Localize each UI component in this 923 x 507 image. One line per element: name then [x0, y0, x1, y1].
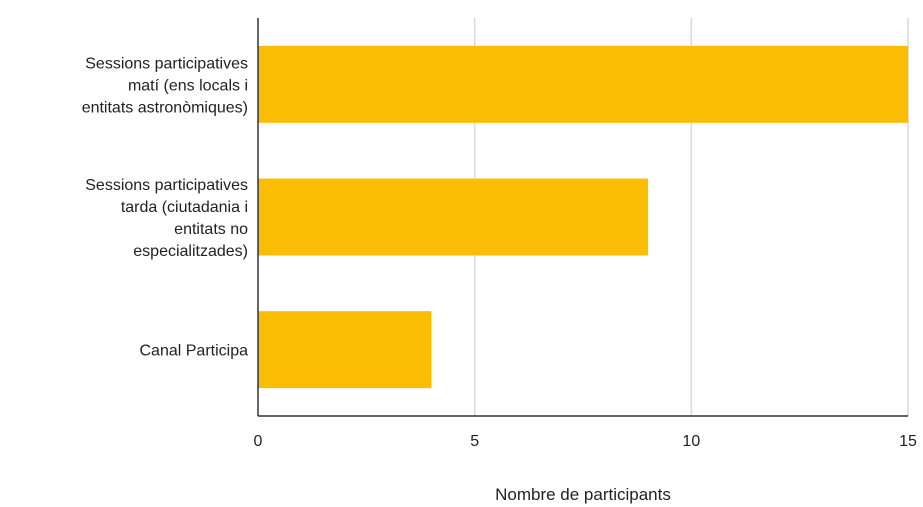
category-label-line: Sessions participatives [85, 177, 248, 194]
x-tick-labels: 0 5 10 15 [254, 433, 917, 450]
bar-1 [258, 178, 648, 256]
category-labels: Sessions participatives matí (ens locals … [82, 55, 248, 359]
category-label-line: tarda (ciutadania i [121, 199, 248, 216]
category-label-line: Sessions participatives [85, 55, 248, 72]
category-label-line: Canal Participa [140, 343, 249, 360]
category-label-0: Sessions participatives matí (ens locals … [82, 55, 248, 116]
category-label-line: especialitzades) [133, 243, 248, 260]
category-label-line: entitats no [174, 221, 248, 238]
x-axis-title: Nombre de participants [495, 485, 671, 504]
category-label-2: Canal Participa [140, 343, 249, 360]
bars [258, 45, 908, 389]
bar-0 [258, 45, 908, 123]
category-label-1: Sessions participatives tarda (ciutadania… [85, 177, 248, 260]
bar-2 [258, 311, 432, 389]
x-tick-label-2: 10 [682, 433, 700, 450]
category-label-line: entitats astronòmiques) [82, 99, 248, 116]
category-label-line: matí (ens locals i [128, 77, 248, 94]
axes [257, 18, 908, 417]
x-tick-label-0: 0 [254, 433, 263, 450]
x-tick-label-3: 15 [899, 433, 917, 450]
x-tick-label-1: 5 [470, 433, 479, 450]
